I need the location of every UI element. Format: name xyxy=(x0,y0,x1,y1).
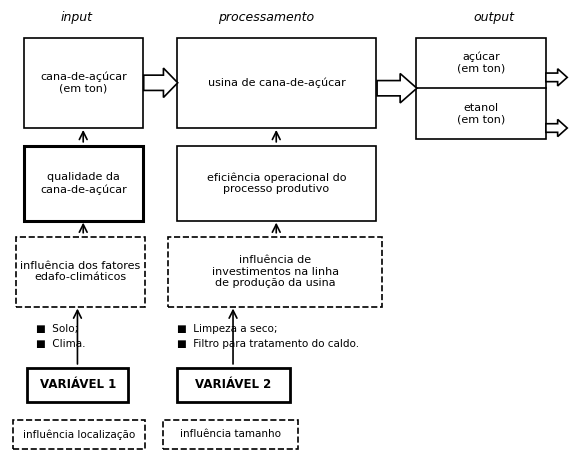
Bar xyxy=(177,146,376,221)
Text: VARIÁVEL 2: VARIÁVEL 2 xyxy=(195,378,272,391)
Bar xyxy=(13,420,145,449)
Bar xyxy=(168,237,382,307)
Text: VARIÁVEL 1: VARIÁVEL 1 xyxy=(39,378,116,391)
Text: usina de cana-de-açúcar: usina de cana-de-açúcar xyxy=(208,77,346,88)
Bar xyxy=(163,420,298,449)
Text: eficiência operacional do
processo produtivo: eficiência operacional do processo produ… xyxy=(207,172,346,194)
Polygon shape xyxy=(546,69,567,86)
Bar xyxy=(24,146,142,221)
Text: qualidade da
cana-de-açúcar: qualidade da cana-de-açúcar xyxy=(40,172,127,194)
Text: input: input xyxy=(60,11,92,24)
Bar xyxy=(27,368,128,402)
Text: etanol
(em ton): etanol (em ton) xyxy=(457,103,505,125)
Text: açúcar
(em ton): açúcar (em ton) xyxy=(457,52,505,74)
Text: ■  Solo;: ■ Solo; xyxy=(36,324,78,334)
Text: ■  Filtro para tratamento do caldo.: ■ Filtro para tratamento do caldo. xyxy=(177,339,359,349)
Polygon shape xyxy=(377,74,417,103)
Text: influência de
investimentos na linha
de produção da usina: influência de investimentos na linha de … xyxy=(211,255,339,288)
Bar xyxy=(177,38,376,128)
Text: influência dos fatores
edafo-climáticos: influência dos fatores edafo-climáticos xyxy=(20,261,141,283)
Text: influência localização: influência localização xyxy=(23,429,135,440)
Polygon shape xyxy=(144,68,178,97)
Text: ■  Limpeza a seco;: ■ Limpeza a seco; xyxy=(177,324,278,334)
Polygon shape xyxy=(546,119,567,136)
Bar xyxy=(177,368,290,402)
Text: cana-de-açúcar
(em ton): cana-de-açúcar (em ton) xyxy=(40,72,127,94)
Text: influência tamanho: influência tamanho xyxy=(180,430,281,440)
Bar xyxy=(16,237,145,307)
Text: processamento: processamento xyxy=(218,11,314,24)
Text: ■  Clima.: ■ Clima. xyxy=(36,339,86,349)
Text: output: output xyxy=(474,11,515,24)
Bar xyxy=(416,38,546,139)
Bar xyxy=(24,38,142,128)
